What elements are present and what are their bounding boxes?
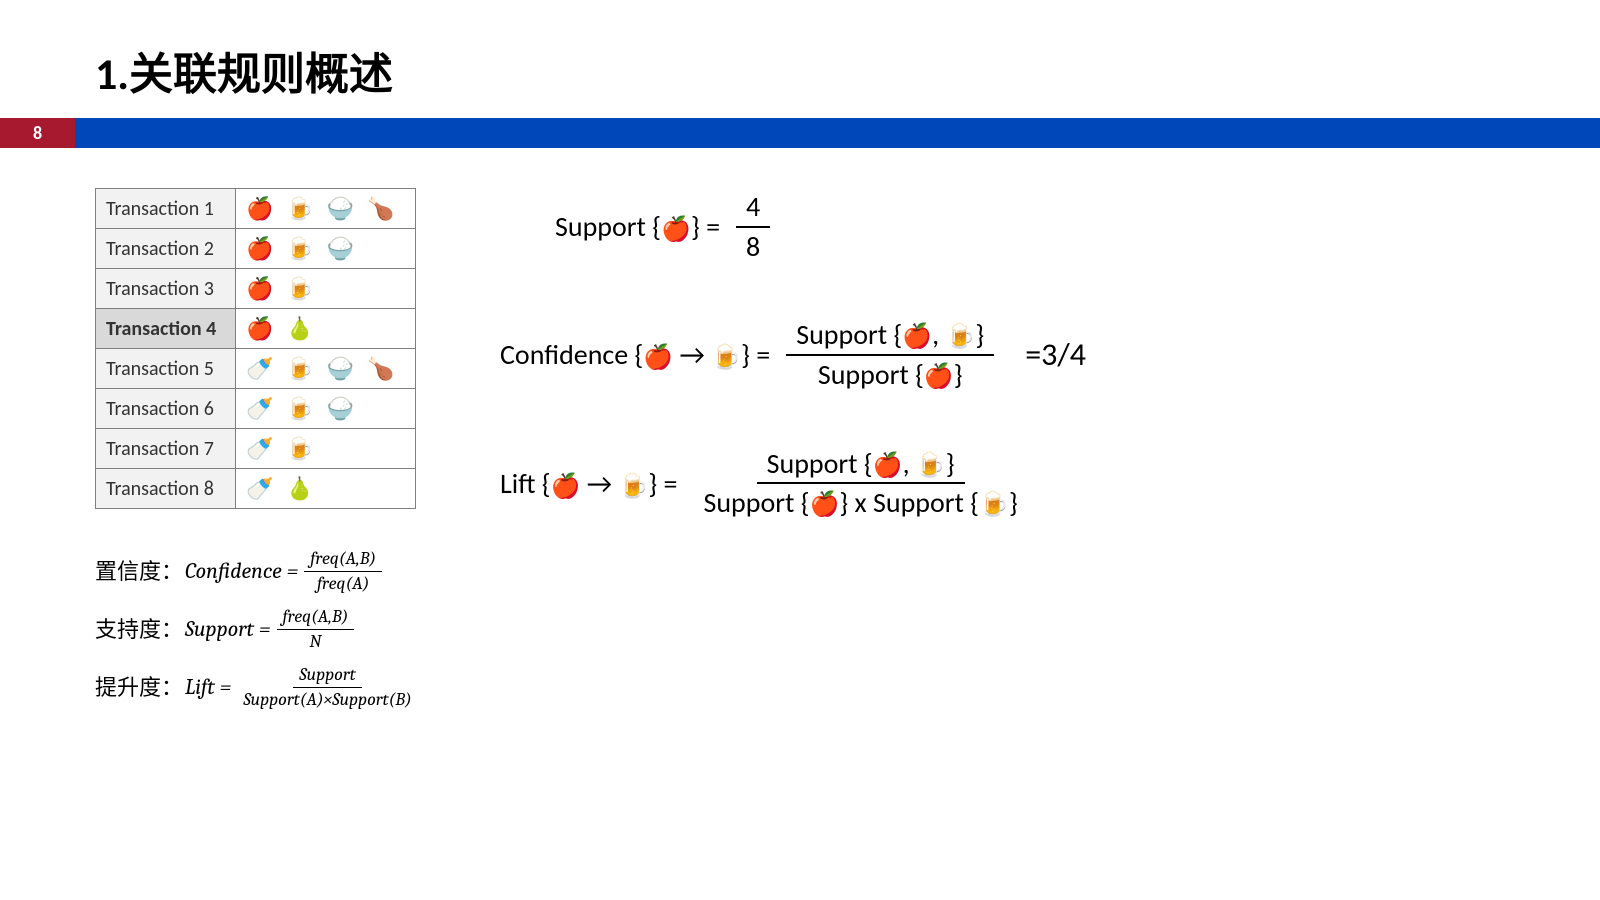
table-row: Transaction 7🍼 🍺 — [96, 429, 416, 469]
table-row: Transaction 8🍼 🍐 — [96, 469, 416, 509]
confidence-label: Confidence {🍎 → 🍺} = — [500, 337, 770, 372]
transaction-items: 🍎 🍐 — [236, 309, 416, 349]
slide-title: 1.关联规则概述 — [95, 38, 393, 102]
transaction-items: 🍎 🍺 — [236, 269, 416, 309]
confidence-formula: Confidence {🍎 → 🍺} = Support {🍎, 🍺} Supp… — [500, 318, 1550, 391]
transaction-items: 🍎 🍺 🍚 — [236, 229, 416, 269]
table-row: Transaction 4🍎 🍐 — [96, 309, 416, 349]
definition-cn-label: 提升度： — [95, 671, 185, 704]
formula-area: Support {🍎} = 4 8 Confidence {🍎 → 🍺} = S… — [500, 190, 1550, 575]
header-stripe-blue — [75, 118, 1600, 148]
header-stripe: 8 — [0, 118, 1600, 148]
transaction-label: Transaction 7 — [96, 429, 236, 469]
table-row: Transaction 6🍼 🍺 🍚 — [96, 389, 416, 429]
page-number-badge: 8 — [0, 118, 75, 148]
support-formula: Support {🍎} = 4 8 — [555, 190, 1550, 263]
support-fraction: 4 8 — [736, 190, 770, 263]
definition-row: 支持度：Support = freq(A,B)N — [95, 606, 424, 652]
transaction-label: Transaction 5 — [96, 349, 236, 389]
lift-label: Lift {🍎 → 🍺} = — [500, 466, 677, 501]
transaction-table: Transaction 1🍎 🍺 🍚 🍗Transaction 2🍎 🍺 🍚Tr… — [95, 188, 416, 509]
transaction-label: Transaction 2 — [96, 229, 236, 269]
definition-row: 置信度：Confidence = freq(A,B)freq(A) — [95, 548, 424, 594]
confidence-result: =3/4 — [1025, 335, 1086, 374]
table-row: Transaction 5🍼 🍺 🍚 🍗 — [96, 349, 416, 389]
support-label: Support {🍎} = — [555, 209, 720, 244]
table-row: Transaction 2🍎 🍺 🍚 — [96, 229, 416, 269]
definition-cn-label: 支持度： — [95, 613, 185, 646]
transaction-items: 🍼 🍐 — [236, 469, 416, 509]
transaction-label: Transaction 4 — [96, 309, 236, 349]
transaction-label: Transaction 3 — [96, 269, 236, 309]
table-row: Transaction 3🍎 🍺 — [96, 269, 416, 309]
transaction-items: 🍎 🍺 🍚 🍗 — [236, 189, 416, 229]
lift-fraction: Support {🍎, 🍺} Support {🍎} x Support {🍺} — [693, 447, 1027, 520]
definition-cn-label: 置信度： — [95, 555, 185, 588]
definitions: 置信度：Confidence = freq(A,B)freq(A)支持度：Sup… — [95, 548, 424, 723]
definition-math: Confidence = freq(A,B)freq(A) — [185, 548, 388, 594]
definition-math: Support = freq(A,B)N — [185, 606, 360, 652]
transaction-items: 🍼 🍺 — [236, 429, 416, 469]
transaction-items: 🍼 🍺 🍚 — [236, 389, 416, 429]
table-row: Transaction 1🍎 🍺 🍚 🍗 — [96, 189, 416, 229]
transaction-label: Transaction 6 — [96, 389, 236, 429]
confidence-fraction: Support {🍎, 🍺} Support {🍎} — [786, 318, 994, 391]
transaction-label: Transaction 8 — [96, 469, 236, 509]
transaction-label: Transaction 1 — [96, 189, 236, 229]
lift-formula: Lift {🍎 → 🍺} = Support {🍎, 🍺} Support {🍎… — [500, 447, 1550, 520]
transaction-items: 🍼 🍺 🍚 🍗 — [236, 349, 416, 389]
definition-math: Lift = SupportSupport(A)×Support(B) — [185, 664, 424, 710]
definition-row: 提升度：Lift = SupportSupport(A)×Support(B) — [95, 664, 424, 710]
